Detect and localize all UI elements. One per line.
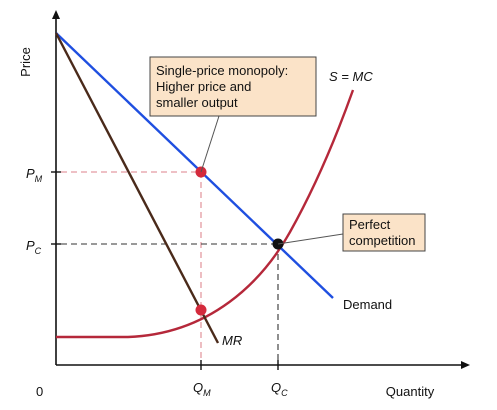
monopoly-annotation-box [149, 56, 317, 117]
qm-label-main: Q [193, 380, 203, 395]
qc-label: QC [271, 380, 288, 398]
demand-label: Demand [343, 297, 392, 312]
competition-annotation-line-2: competition [349, 233, 415, 248]
monopoly-annotation-line-2: Higher price and [156, 79, 251, 94]
y-axis-label: Price [18, 47, 33, 77]
qc-label-sub: C [281, 388, 288, 398]
pc-label: PC [26, 238, 42, 256]
pc-label-sub: C [35, 246, 42, 256]
monopoly-annotation: Single-price monopoly: Higher price and … [149, 56, 317, 173]
competition-annotation: Perfect competition [277, 213, 426, 252]
supply-curve [56, 89, 355, 339]
qm-label: QM [193, 380, 211, 398]
qm-label-sub: M [203, 388, 211, 398]
pm-label: PM [26, 166, 43, 184]
qc-label-main: Q [271, 380, 281, 395]
competition-pointer-line [277, 233, 344, 245]
pm-label-main: P [26, 166, 35, 181]
supply-label: S = MC [329, 69, 373, 84]
competition-annotation-line-1: Perfect [349, 217, 391, 232]
monopoly-annotation-line-1: Single-price monopoly: [156, 63, 288, 78]
monopoly-pointer-line [200, 115, 220, 173]
demand-curve [55, 32, 334, 299]
pc-label-main: P [26, 238, 35, 253]
pm-label-sub: M [35, 174, 43, 184]
mr-mc-point [195, 304, 207, 316]
competition-annotation-box [342, 213, 426, 252]
x-axis-label: Quantity [386, 384, 435, 399]
mr-curve [54, 32, 220, 344]
origin-label: 0 [36, 384, 43, 399]
mr-label: MR [222, 333, 242, 348]
monopoly-annotation-line-3: smaller output [156, 95, 238, 110]
